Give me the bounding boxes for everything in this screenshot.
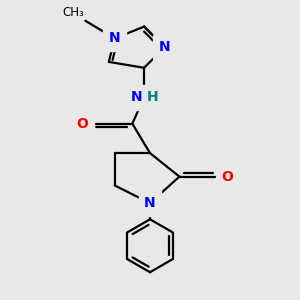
Text: CH₃: CH₃ — [62, 6, 84, 19]
Text: N: N — [131, 90, 142, 104]
Text: O: O — [221, 169, 233, 184]
Text: O: O — [76, 117, 88, 131]
Text: N: N — [144, 196, 156, 210]
Text: N: N — [159, 40, 170, 54]
Text: H: H — [147, 90, 159, 104]
Text: N: N — [109, 32, 121, 45]
